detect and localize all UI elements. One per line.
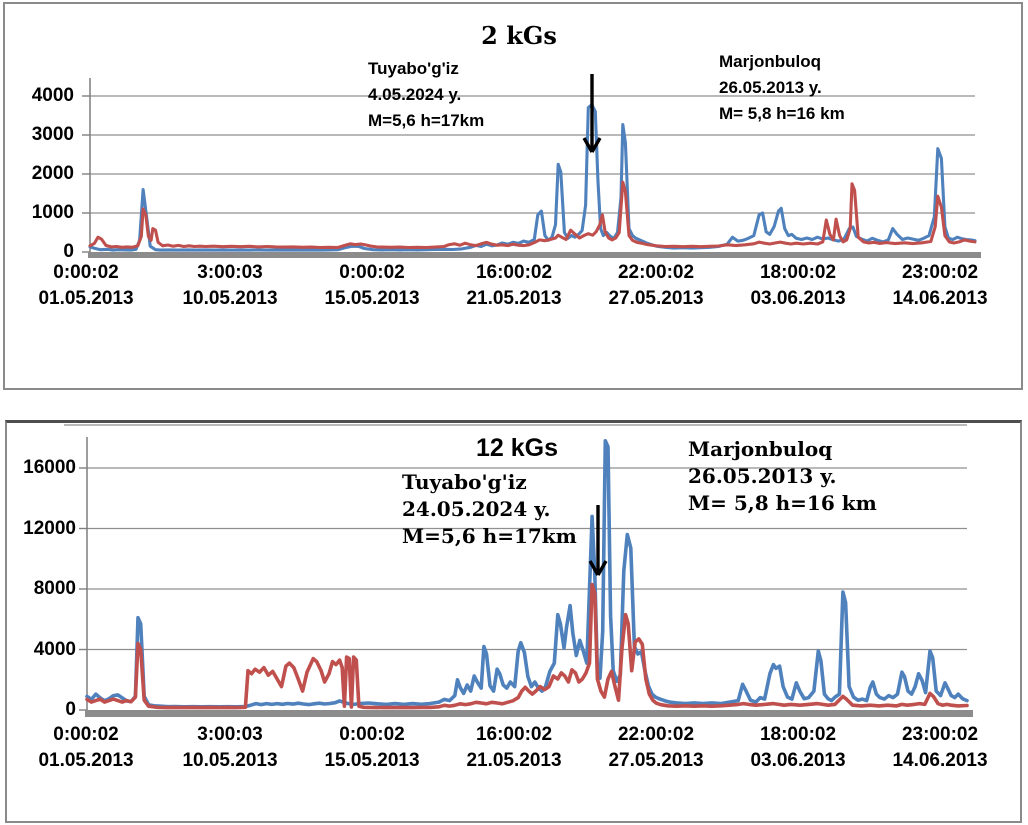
top-chart-title: 2 kGs bbox=[481, 21, 557, 50]
x-axis-baseline-bar bbox=[88, 252, 981, 258]
x-axis-tick-time: 16:00:02 bbox=[475, 262, 553, 283]
x-axis-tick-time: 23:00:02 bbox=[901, 262, 979, 283]
top-annotation-marjonbuloq: Marjonbuloq 26.05.2013 y. M= 5,8 h=16 km bbox=[719, 49, 845, 127]
series-line-station-2-red bbox=[85, 582, 969, 710]
y-axis-tick-label: 16000 bbox=[23, 457, 76, 478]
x-axis-tick-date: 15.05.2013 bbox=[324, 288, 420, 309]
y-axis-tick-label: 0 bbox=[63, 241, 74, 262]
y-axis-tick-label: 0 bbox=[65, 699, 76, 720]
y-axis-tick-label: 8000 bbox=[33, 578, 76, 599]
y-axis-tick-label: 4000 bbox=[33, 638, 76, 660]
x-axis-tick-date: 01.05.2013 bbox=[38, 288, 134, 309]
x-axis-tick-date: 03.06.2013 bbox=[750, 750, 846, 771]
y-axis-tick-label: 2000 bbox=[31, 163, 74, 184]
event-arrow-head bbox=[588, 560, 600, 576]
event-arrow-head bbox=[590, 137, 602, 153]
annotation-line: 26.05.2013 y. bbox=[688, 464, 837, 488]
annotation-line: Marjonbuloq bbox=[688, 437, 833, 461]
annotation-line: M= 5,8 h=16 km bbox=[719, 104, 845, 123]
x-axis-tick-time: 22:00:02 bbox=[617, 724, 695, 745]
x-axis-tick-time: 18:00:02 bbox=[759, 262, 837, 283]
x-axis-tick-time: 23:00:02 bbox=[901, 724, 979, 745]
bottom-chart-panel bbox=[5, 420, 1022, 823]
x-axis-tick-date: 10.05.2013 bbox=[182, 750, 278, 771]
x-axis-tick-time: 0:00:02 bbox=[53, 262, 119, 283]
x-axis-tick-time: 0:00:02 bbox=[339, 262, 405, 283]
bottom-chart-title: 12 kGs bbox=[475, 434, 559, 462]
x-axis-tick-date: 21.05.2013 bbox=[466, 288, 562, 309]
annotation-line: M=5,6 h=17km bbox=[402, 524, 577, 548]
x-axis-tick-date: 14.06.2013 bbox=[892, 750, 988, 771]
x-axis-tick-time: 3:00:03 bbox=[197, 724, 263, 745]
y-axis-tick-label: 1000 bbox=[31, 202, 74, 223]
x-axis-tick-time: 22:00:02 bbox=[617, 262, 695, 283]
x-axis-tick-time: 16:00:02 bbox=[475, 724, 553, 745]
x-axis-baseline-bar bbox=[85, 710, 973, 717]
y-axis-tick-label: 12000 bbox=[23, 517, 76, 539]
x-axis-tick-date: 21.05.2013 bbox=[466, 750, 562, 771]
series-line-station-1-blue bbox=[85, 439, 969, 709]
bottom-annotation-tuyabogiz: Tuyabo'g'iz 24.05.2024 y. M=5,6 h=17km bbox=[402, 469, 577, 550]
annotation-line: Marjonbuloq bbox=[719, 52, 821, 71]
x-axis-tick-date: 14.06.2013 bbox=[892, 288, 988, 309]
series-line-station-1-blue bbox=[88, 103, 977, 252]
x-axis-tick-date: 27.05.2013 bbox=[608, 750, 704, 771]
x-axis-tick-time: 18:00:02 bbox=[759, 724, 837, 745]
annotation-line: Tuyabo'g'iz bbox=[368, 59, 459, 78]
x-axis-tick-time: 0:00:02 bbox=[53, 724, 119, 745]
x-axis-tick-date: 15.05.2013 bbox=[324, 750, 420, 771]
x-axis-tick-time: 3:00:03 bbox=[197, 262, 263, 283]
annotation-line: M=5,6 h=17km bbox=[368, 111, 485, 130]
event-arrow-head bbox=[596, 560, 608, 576]
x-axis-tick-date: 10.05.2013 bbox=[182, 288, 278, 309]
series-line-station-2-red bbox=[88, 180, 977, 250]
bottom-annotation-marjonbuloq: Marjonbuloq 26.05.2013 y. M= 5,8 h=16 km bbox=[688, 436, 877, 517]
annotation-line: 26.05.2013 y. bbox=[719, 78, 822, 97]
x-axis-tick-date: 27.05.2013 bbox=[608, 288, 704, 309]
y-axis-tick-label: 4000 bbox=[31, 85, 74, 106]
x-axis-tick-date: 03.06.2013 bbox=[750, 288, 846, 309]
annotation-line: Tuyabo'g'iz bbox=[402, 470, 527, 494]
event-arrow-head bbox=[582, 137, 594, 153]
annotation-line: 4.05.2024 y. bbox=[368, 85, 462, 104]
annotation-line: 24.05.2024 y. bbox=[402, 497, 551, 521]
top-annotation-tuyabogiz: Tuyabo'g'iz 4.05.2024 y. M=5,6 h=17km bbox=[368, 56, 484, 134]
y-axis-tick-label: 3000 bbox=[31, 124, 74, 145]
x-axis-tick-time: 0:00:02 bbox=[339, 724, 405, 745]
annotation-line: M= 5,8 h=16 km bbox=[688, 491, 877, 515]
x-axis-tick-date: 01.05.2013 bbox=[38, 750, 134, 771]
